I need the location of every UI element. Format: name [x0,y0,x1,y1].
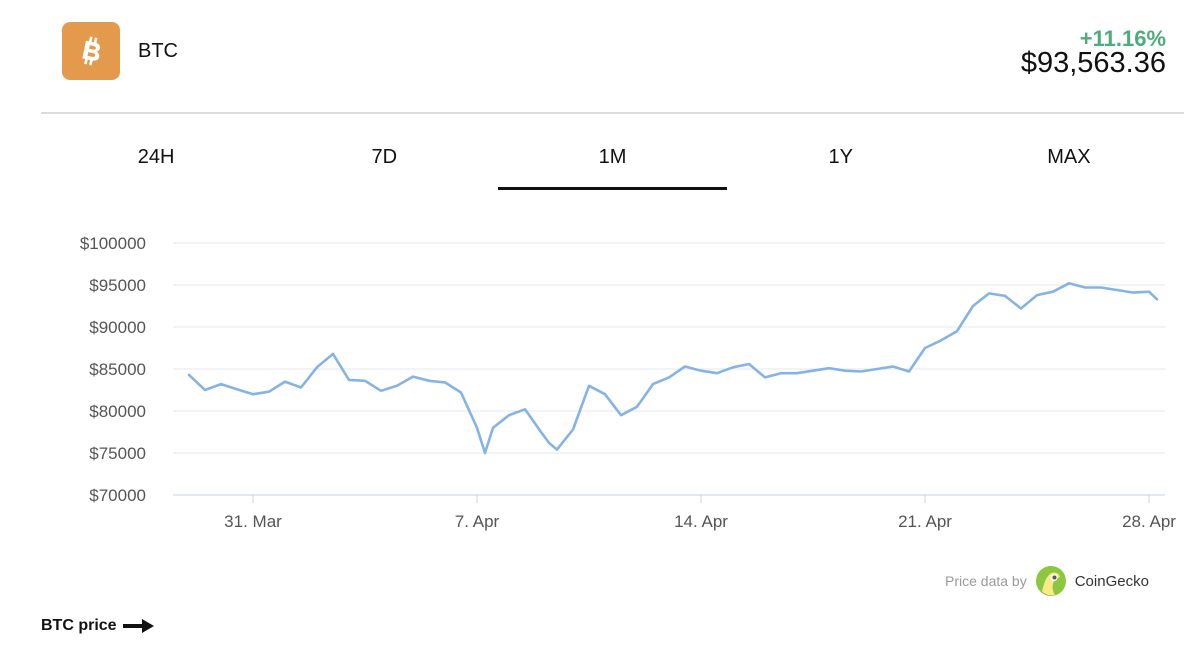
y-tick-label: $75000 [89,444,146,463]
time-range-tabs: 24H 7D 1M 1Y MAX [42,138,1183,190]
x-tick-label: 28. Apr [1122,512,1176,531]
tab-label: 1Y [828,146,853,168]
tab-label: 1M [598,146,627,168]
coin-header: BTC +11.16% $93,563.36 [0,0,1193,113]
bitcoin-icon [62,22,120,80]
arrow-right-icon [122,619,154,633]
y-tick-label: $85000 [89,360,146,379]
x-tick-label: 21. Apr [898,512,952,531]
y-tick-label: $95000 [89,276,146,295]
price-data-attribution[interactable]: Price data by CoinGecko [945,564,1149,598]
y-tick-label: $70000 [89,486,146,505]
attribution-brand: CoinGecko [1074,572,1149,590]
y-tick-label: $100000 [80,234,146,253]
active-tab-underline [498,187,727,190]
btc-price-link[interactable]: BTC price [41,617,155,635]
tab-max[interactable]: MAX [955,138,1183,190]
coingecko-gecko-icon [1035,566,1066,596]
header-divider [41,112,1184,114]
x-tick-label: 14. Apr [674,512,728,531]
coin-symbol: BTC [138,40,178,62]
tab-label: 7D [371,146,398,168]
footer-link-label: BTC price [41,617,117,634]
y-tick-label: $80000 [89,402,146,421]
tab-24h[interactable]: 24H [42,138,270,190]
tab-label: 24H [137,146,175,168]
tab-7d[interactable]: 7D [270,138,498,190]
y-tick-label: $90000 [89,318,146,337]
current-price: $93,563.36 [1020,47,1166,79]
tab-1m[interactable]: 1M [498,138,727,190]
tab-label: MAX [1047,146,1091,168]
attribution-prefix: Price data by [945,573,1027,589]
x-tick-label: 7. Apr [455,512,500,531]
price-chart[interactable]: $100000 $95000 $90000 $85000 $80000 $75000 $70… [0,220,1193,550]
x-tick-label: 31. Mar [224,512,282,531]
tab-1y[interactable]: 1Y [727,138,955,190]
price-series-line [187,281,1159,455]
price-change-percent: +11.16% [1079,26,1166,51]
